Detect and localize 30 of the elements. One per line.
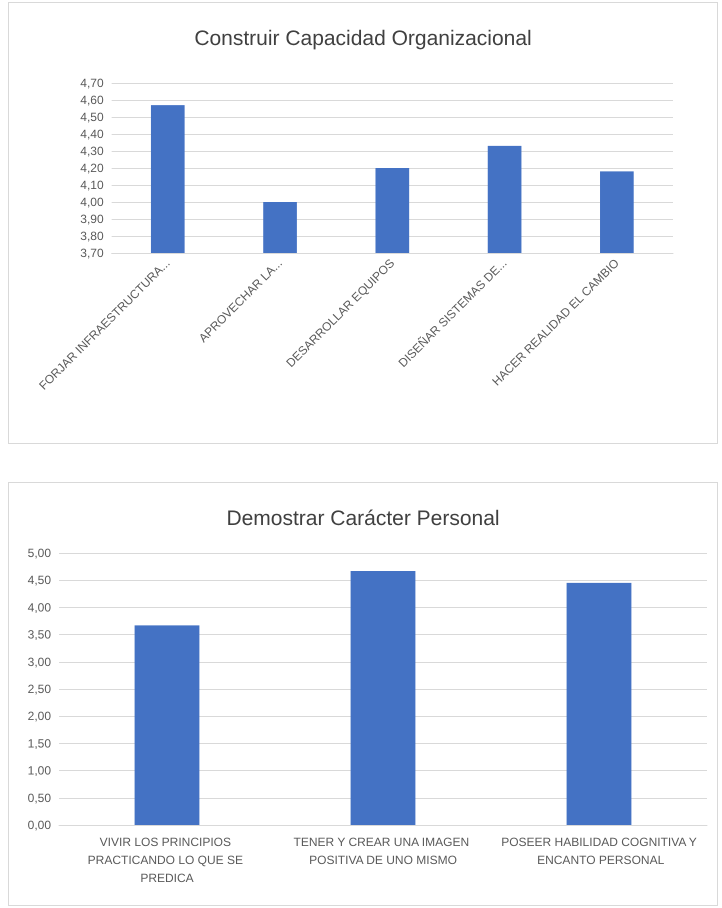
y-tick-label: 3,80 [80,229,104,243]
y-tick-label: 1,50 [28,736,52,750]
y-tick-label: 4,00 [80,195,104,209]
y-tick-label: 4,20 [80,161,104,175]
y-tick-label: 3,50 [28,628,52,642]
chart-title: Demostrar Carácter Personal [226,507,500,530]
y-tick-label: 2,50 [28,682,52,696]
y-tick-label: 1,00 [28,764,52,778]
y-tick-label: 2,00 [28,709,52,724]
chart-title: Construir Capacidad Organizacional [194,27,532,50]
y-tick-label: 0,50 [28,790,52,805]
y-tick-label: 5,00 [28,546,52,560]
bar [350,570,416,825]
y-tick-label: 0,00 [28,818,52,832]
y-tick-label: 4,40 [80,127,104,141]
y-tick-label: 4,60 [80,93,104,107]
x-tick-label: VIVIR LOS PRINCIPIOS PRACTICANDO LO QUE SE PREDICA [88,835,246,885]
y-tick-label: 4,30 [80,144,104,158]
x-tick-label: POSEER HABILIDAD COGNITIVA Y ENCANTO PERSONAL [501,835,697,867]
y-tick-label: 3,90 [80,212,104,226]
y-tick-label: 3,00 [28,654,52,669]
bar [566,582,632,825]
y-tick-label: 4,00 [28,600,52,614]
x-tick-label: TENER Y CREAR UNA IMAGEN POSITIVA DE UNO MISMO [294,835,472,867]
bar [134,625,200,825]
y-tick-label: 3,70 [80,246,104,260]
y-tick-label: 4,10 [80,178,104,192]
y-tick-label: 4,70 [80,76,104,90]
y-tick-label: 4,50 [28,573,52,588]
y-tick-label: 4,50 [80,110,104,124]
